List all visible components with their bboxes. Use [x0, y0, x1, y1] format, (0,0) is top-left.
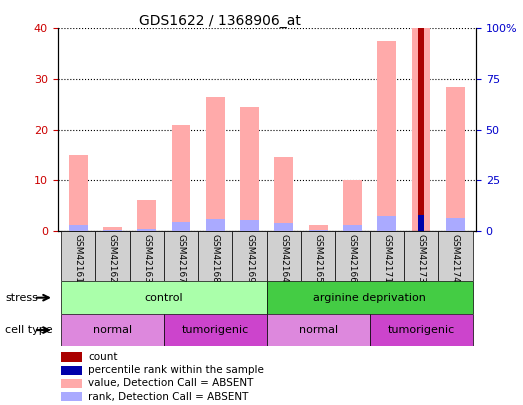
Text: count: count	[88, 352, 118, 362]
Text: GSM42166: GSM42166	[348, 234, 357, 284]
Text: percentile rank within the sample: percentile rank within the sample	[88, 365, 264, 375]
Bar	[172, 125, 190, 231]
Bar	[61, 352, 82, 362]
Bar	[343, 225, 362, 231]
Bar	[275, 223, 293, 231]
FancyBboxPatch shape	[301, 231, 335, 281]
Text: control: control	[144, 293, 183, 303]
Bar	[172, 222, 190, 231]
FancyBboxPatch shape	[61, 281, 267, 314]
FancyBboxPatch shape	[404, 231, 438, 281]
Bar	[69, 225, 87, 231]
Bar	[412, 28, 430, 231]
FancyBboxPatch shape	[164, 231, 198, 281]
Text: GSM42165: GSM42165	[314, 234, 323, 284]
Bar	[343, 180, 362, 231]
FancyBboxPatch shape	[130, 231, 164, 281]
Bar	[446, 87, 465, 231]
Text: tumorigenic: tumorigenic	[181, 325, 249, 335]
Text: GSM42161: GSM42161	[74, 234, 83, 284]
Bar	[206, 97, 225, 231]
Text: normal: normal	[299, 325, 338, 335]
Text: cell type: cell type	[5, 325, 53, 335]
Bar	[275, 158, 293, 231]
Text: normal: normal	[93, 325, 132, 335]
FancyBboxPatch shape	[335, 231, 370, 281]
Text: GSM42174: GSM42174	[451, 234, 460, 283]
Text: GSM42164: GSM42164	[279, 234, 288, 283]
FancyBboxPatch shape	[267, 281, 472, 314]
Bar	[137, 200, 156, 231]
Text: arginine deprivation: arginine deprivation	[313, 293, 426, 303]
Text: tumorigenic: tumorigenic	[388, 325, 454, 335]
Bar	[137, 229, 156, 231]
Bar	[418, 215, 424, 231]
Bar	[377, 41, 396, 231]
Bar	[446, 218, 465, 231]
FancyBboxPatch shape	[267, 314, 370, 346]
FancyBboxPatch shape	[232, 231, 267, 281]
Text: value, Detection Call = ABSENT: value, Detection Call = ABSENT	[88, 378, 254, 388]
FancyBboxPatch shape	[61, 231, 95, 281]
Bar	[206, 219, 225, 231]
Bar	[103, 227, 122, 231]
FancyBboxPatch shape	[95, 231, 130, 281]
Bar	[240, 107, 259, 231]
FancyBboxPatch shape	[438, 231, 472, 281]
Bar	[309, 230, 327, 231]
FancyBboxPatch shape	[370, 314, 472, 346]
Text: rank, Detection Call = ABSENT: rank, Detection Call = ABSENT	[88, 392, 249, 402]
Text: GSM42171: GSM42171	[382, 234, 391, 284]
Bar	[377, 215, 396, 231]
Text: GDS1622 / 1368906_at: GDS1622 / 1368906_at	[139, 14, 301, 28]
FancyBboxPatch shape	[267, 231, 301, 281]
Bar	[61, 392, 82, 401]
Bar	[103, 230, 122, 231]
Text: stress: stress	[5, 293, 38, 303]
FancyBboxPatch shape	[164, 314, 267, 346]
Text: GSM42162: GSM42162	[108, 234, 117, 283]
Bar	[309, 225, 327, 231]
Bar	[69, 155, 87, 231]
Text: GSM42168: GSM42168	[211, 234, 220, 284]
Bar	[61, 379, 82, 388]
Text: GSM42169: GSM42169	[245, 234, 254, 284]
Text: GSM42163: GSM42163	[142, 234, 151, 284]
Text: GSM42167: GSM42167	[176, 234, 186, 284]
FancyBboxPatch shape	[61, 314, 164, 346]
Bar	[418, 28, 424, 231]
Text: GSM42173: GSM42173	[416, 234, 426, 284]
Bar	[61, 365, 82, 375]
FancyBboxPatch shape	[198, 231, 232, 281]
Bar	[240, 220, 259, 231]
FancyBboxPatch shape	[370, 231, 404, 281]
